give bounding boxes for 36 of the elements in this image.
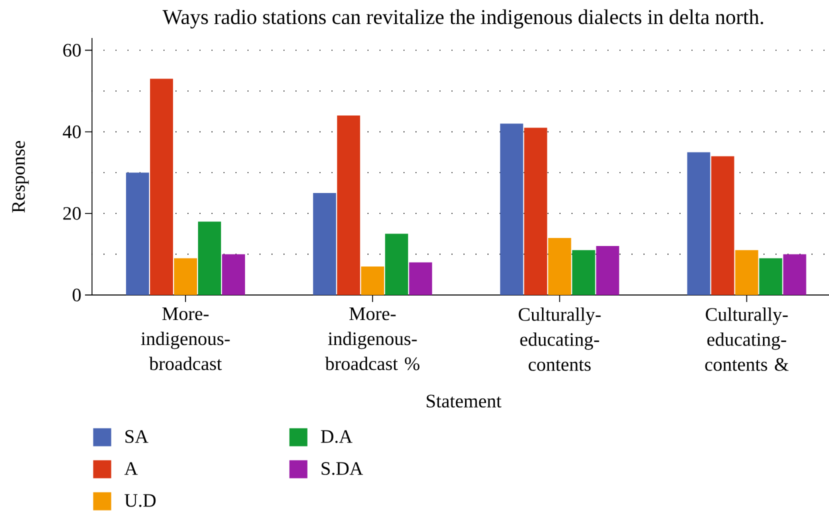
bar (126, 172, 150, 295)
x-axis-title: Statement (426, 394, 502, 408)
bar (687, 152, 710, 295)
y-tick-label: 40 (62, 125, 81, 138)
legend-label: U.D (124, 494, 156, 507)
bar (174, 258, 198, 295)
y-tick-label: 0 (72, 288, 81, 302)
bar (500, 124, 524, 295)
x-tick-label: More-indigenous-broadcast % (325, 308, 420, 370)
bar (759, 258, 782, 295)
bar (313, 193, 336, 295)
bar (361, 266, 384, 295)
bar (150, 78, 174, 295)
legend-label: A (124, 462, 138, 475)
bar (337, 116, 360, 295)
bar (198, 222, 222, 295)
chart-title: Ways radio stations can revitalize the indigenous dialects in delta north. (162, 9, 764, 28)
bar (596, 246, 620, 295)
x-tick-label: More-indigenous-broadcast (141, 308, 230, 370)
y-tick-label: 60 (63, 44, 81, 57)
bar (222, 254, 246, 295)
y-axis-title: Response (12, 141, 29, 213)
x-tick-label: Culturally-educating-contents & (705, 308, 789, 371)
legend-label: D.A (320, 430, 352, 443)
bar (711, 156, 734, 295)
y-tick-label: 20 (63, 207, 81, 220)
bar (409, 262, 432, 295)
bar (385, 234, 408, 295)
bar (524, 128, 548, 295)
bar (783, 254, 806, 295)
legend-label: S.DA (322, 462, 364, 476)
x-tick-label: Culturally-educating-contents (518, 308, 601, 371)
legend-label: SA (125, 430, 148, 443)
bar (572, 250, 596, 295)
bar (735, 250, 758, 295)
bar (548, 238, 572, 295)
